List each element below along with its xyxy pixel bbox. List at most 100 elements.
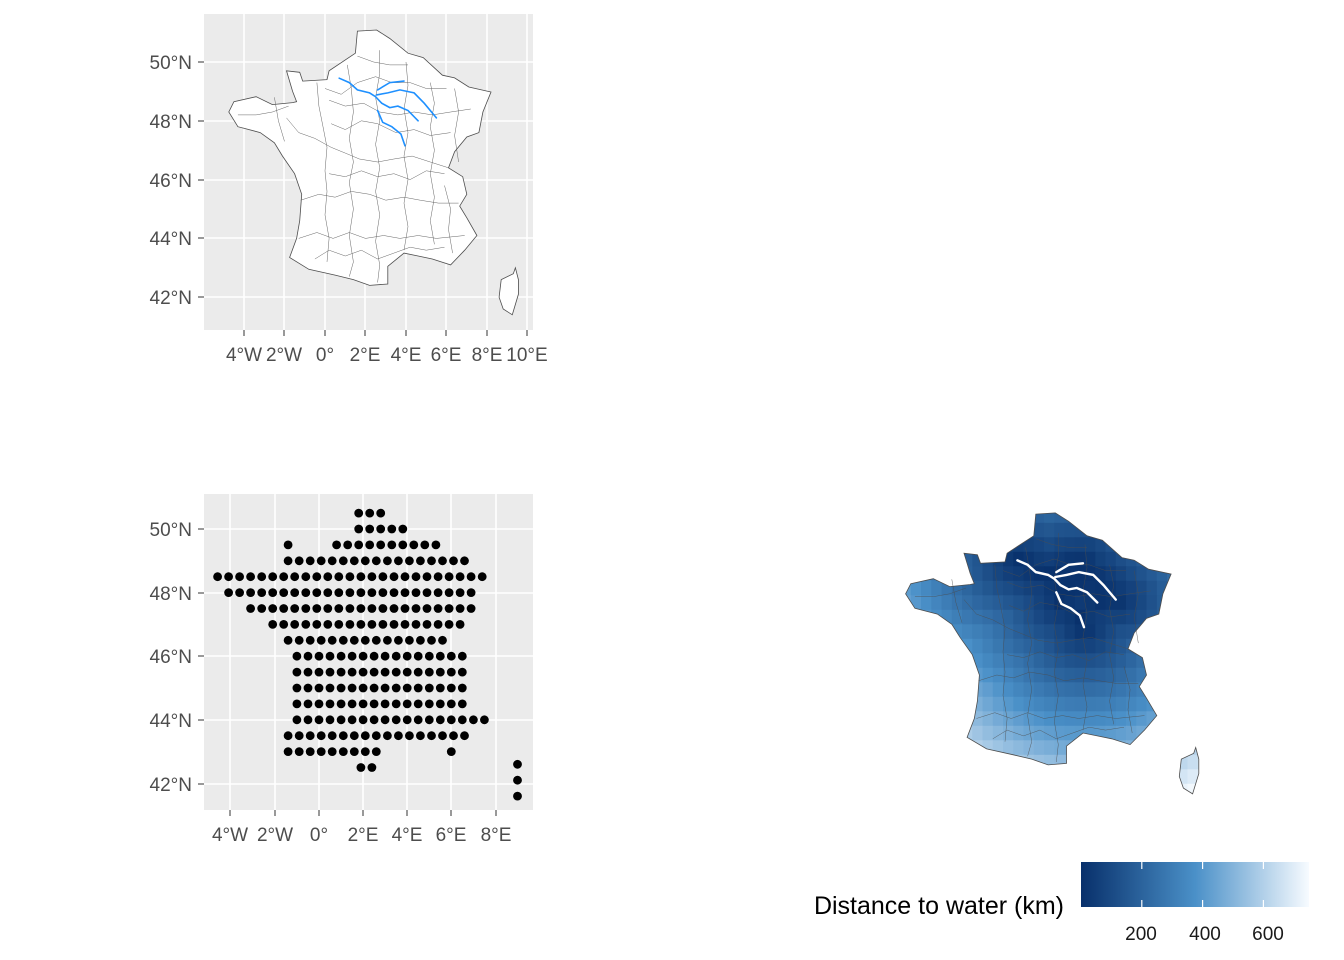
raster-cell [1044,609,1055,625]
raster-cell [1115,638,1127,654]
raster-cell [992,653,1004,669]
raster-cell [1136,512,1148,524]
grid-point [455,572,465,582]
grid-point [438,556,447,566]
raster-cell [1054,754,1066,770]
grid-point [387,540,397,550]
raster-cell [1136,537,1148,553]
raster-cell [931,740,943,756]
lon-axis: 4°W 2°W 0° 2°E 4°E 6°E 8°E 10°E [226,330,548,366]
grid-point [457,667,467,677]
raster-cell [1115,522,1127,538]
grid-point [469,715,478,725]
france-outline [905,512,1172,766]
grid-point [312,620,322,629]
raster-cell [905,638,912,654]
raster-cell [1197,522,1199,538]
raster-cell [972,580,984,596]
river-line [1016,559,1099,604]
raster-cell [1156,769,1168,785]
raster-cell [1023,711,1035,727]
grid-points [213,508,522,801]
grid-point [457,683,467,693]
grid-point [402,699,412,709]
lat-tick-label: 48°N [150,584,192,605]
raster-cell [905,609,912,625]
grid-point [389,572,399,582]
raster-cell [1033,512,1045,524]
grid-point [301,620,311,629]
legend: Distance to water (km) 200 400 600 [814,862,1309,945]
grid-point [360,556,370,566]
raster-cell [910,551,922,567]
raster-cell [1013,512,1025,524]
raster-cell [1033,696,1045,712]
raster-cell [1156,551,1168,567]
grid-point [292,715,302,725]
grid-point [413,667,423,677]
grid-point [314,715,324,725]
raster-cell [962,667,973,683]
grid-point [367,620,377,629]
grid-point [312,588,322,597]
raster-cell [1197,696,1199,712]
raster-cell [910,696,922,712]
grid-point [301,572,311,582]
department-boundary [951,579,963,623]
raster-cell [941,754,953,770]
raster-cell [931,537,943,553]
raster-cell [1167,595,1178,611]
grid-point [283,556,293,566]
raster-cell [1126,725,1137,741]
raster-cell [1126,769,1137,785]
raster-cell [972,551,984,567]
raster-cell [1187,769,1199,785]
department-boundary [430,82,435,245]
grid-point [371,747,381,756]
grid-point [513,759,522,769]
raster-cell [931,638,943,654]
grid-point [378,604,388,613]
raster-cell [1167,537,1178,553]
raster-cell [982,653,994,669]
raster-cell [1003,638,1014,654]
raster-cell [982,522,994,538]
raster-cell [1146,638,1158,654]
raster-cell [962,624,973,640]
raster-cell [1095,638,1107,654]
raster-cell [1105,725,1117,741]
raster-cell [1146,566,1158,582]
raster-cell [992,537,1004,553]
raster-cell [1187,653,1199,669]
raster-cell [972,624,984,640]
lat-axis: 50°N 48°N 46°N 44°N 42°N [150,520,204,796]
grid-point [444,572,454,582]
grid-point [438,731,447,741]
legend-tick-label: 400 [1189,924,1221,945]
raster-cell [1013,711,1025,727]
grid-point [316,635,326,645]
rivers [1016,559,1117,629]
grid-point [513,791,522,801]
raster-cell [1023,725,1035,741]
river-line [376,109,406,147]
raster-cell [905,653,912,669]
raster-cell [1074,783,1086,794]
raster-cell [1136,783,1148,794]
raster-cell [962,566,973,582]
raster-cell [982,754,994,770]
raster-cell [910,754,922,770]
raster-cell [1013,624,1025,640]
raster-cell [951,595,963,611]
lon-tick-label: 10°E [506,345,547,366]
raster-cell [1115,551,1127,567]
raster-cell [1136,595,1148,611]
lat-axis: 50°N 48°N 46°N 44°N 42°N [150,53,204,309]
raster-cell [1105,609,1117,625]
raster-cell [962,682,973,698]
raster-cell [1085,740,1096,756]
raster-cell [1013,537,1025,553]
raster-cell [921,769,932,785]
raster-cell [1013,566,1025,582]
